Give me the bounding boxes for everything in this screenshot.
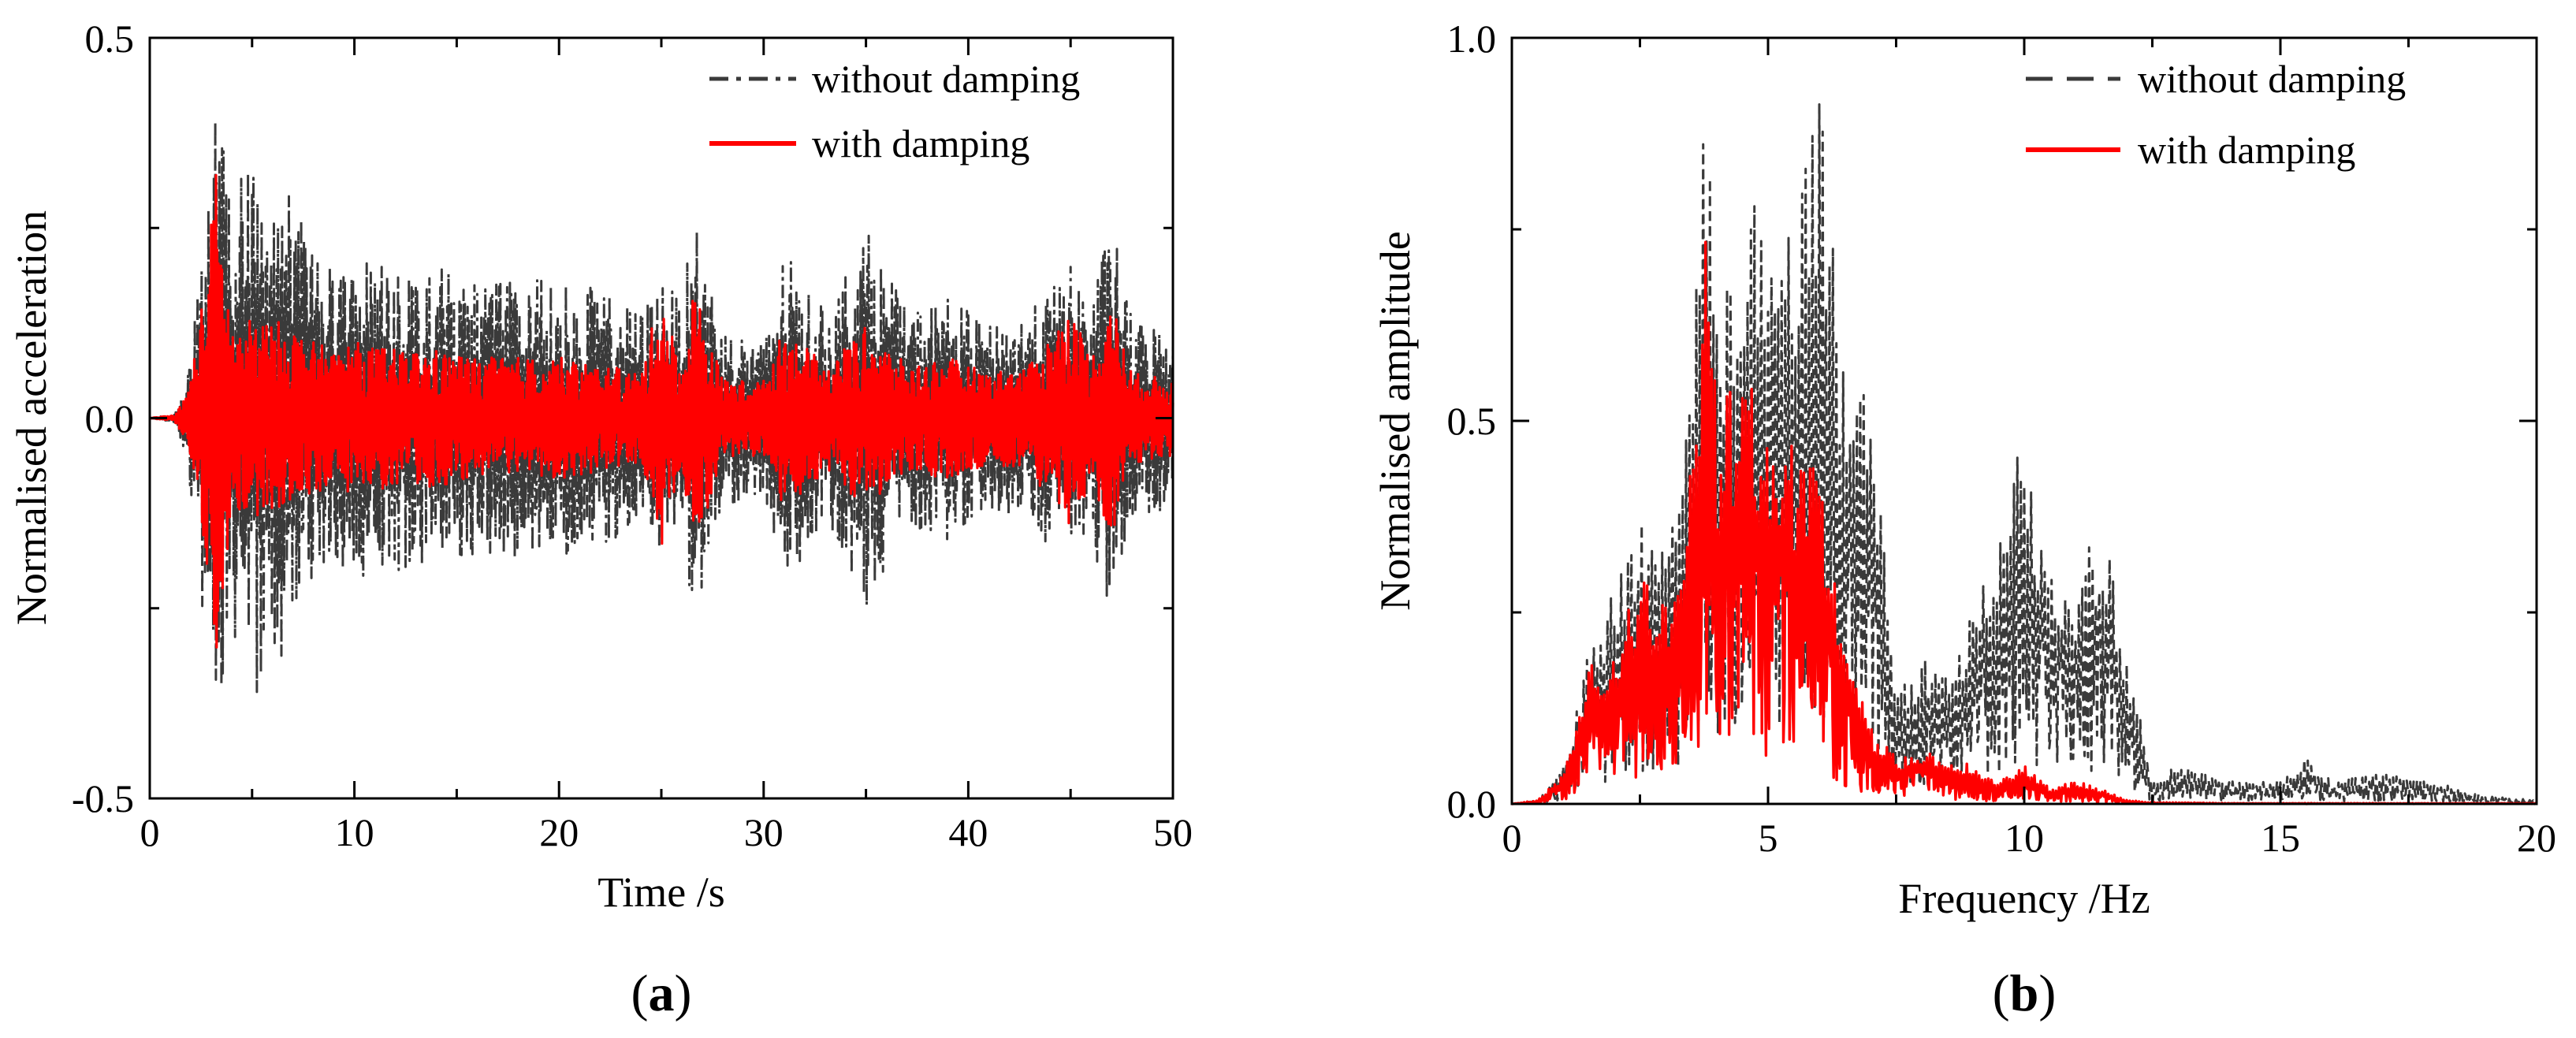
- x-tick-label-a-50: 50: [1153, 810, 1193, 854]
- x-axis-title-a: Time /s: [597, 869, 725, 916]
- series-without-damping-b: [1511, 103, 2537, 805]
- y-tick-labels-a: -0.5 0.0 0.5: [72, 17, 134, 820]
- panel-a: 0 10 20 30 40 50 -0.5 0.0 0.5 Time /s No…: [8, 17, 1193, 1022]
- panel-b: 0 5 10 15 20 0.0 0.5 1.0 Frequency /Hz N…: [1372, 17, 2556, 1022]
- panel-caption-letter-b: b: [2010, 965, 2039, 1022]
- legend-b: without damping with damping: [2026, 57, 2406, 172]
- series-line-with-damping-a: [149, 173, 1174, 649]
- y-tick-label-a-zero: 0.0: [85, 396, 135, 441]
- x-tick-label-b-10: 10: [2005, 816, 2044, 860]
- panel-caption-b: (b): [1993, 965, 2057, 1022]
- series-with-damping-a: [149, 173, 1174, 649]
- y-tick-label-b-0: 0.0: [1447, 782, 1497, 826]
- legend-label-with-damping-a: with damping: [812, 121, 1029, 166]
- x-tick-labels-b: 0 5 10 15 20: [1502, 816, 2557, 860]
- y-tick-label-a-pos: 0.5: [85, 17, 135, 61]
- x-tick-label-b-20: 20: [2517, 816, 2556, 860]
- x-tick-label-b-15: 15: [2261, 816, 2300, 860]
- x-tick-labels-a: 0 10 20 30 40 50: [140, 810, 1193, 854]
- y-tick-label-b-10: 1.0: [1447, 17, 1497, 61]
- y-tick-label-b-05: 0.5: [1447, 399, 1497, 443]
- x-tick-label-a-10: 10: [335, 810, 374, 854]
- series-line-without-damping-b: [1511, 103, 2537, 805]
- y-tick-label-a-neg: -0.5: [72, 776, 134, 820]
- legend-label-without-damping-b: without damping: [2138, 57, 2406, 101]
- x-tick-label-a-30: 30: [744, 810, 784, 854]
- panel-caption-a: (a): [631, 965, 692, 1022]
- legend-a: without damping with damping: [709, 57, 1080, 166]
- y-axis-title-a: Normalised acceleration: [8, 210, 55, 625]
- y-axis-title-b: Normalised amplitude: [1372, 231, 1419, 610]
- legend-label-without-damping-a: without damping: [812, 57, 1080, 101]
- tick-marks-a: [148, 36, 1174, 800]
- x-tick-label-b-0: 0: [1502, 816, 1522, 860]
- x-tick-label-b-5: 5: [1759, 816, 1778, 860]
- panel-caption-letter-a: a: [649, 965, 675, 1022]
- x-axis-title-b: Frequency /Hz: [1898, 875, 2150, 922]
- y-tick-labels-b: 0.0 0.5 1.0: [1447, 17, 1497, 826]
- x-tick-label-a-20: 20: [539, 810, 579, 854]
- x-tick-label-a-40: 40: [948, 810, 988, 854]
- legend-label-with-damping-b: with damping: [2138, 128, 2355, 172]
- x-tick-label-a-0: 0: [140, 810, 160, 854]
- tick-marks-b: [1510, 36, 2538, 805]
